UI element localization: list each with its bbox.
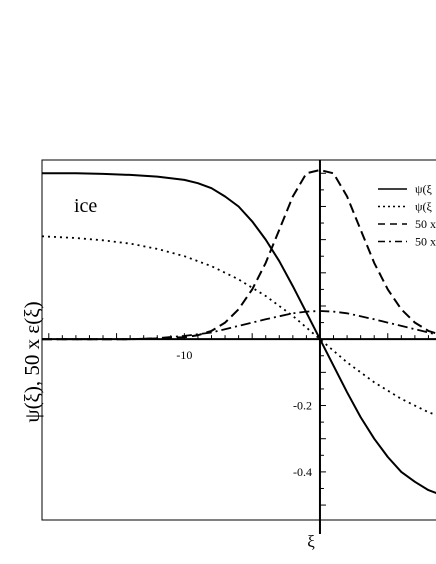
series-line-solid bbox=[42, 172, 436, 494]
legend-label: ψ(ξ bbox=[415, 182, 433, 196]
series-line-dashdot bbox=[42, 310, 436, 341]
legend: ψ(ξ ψ(ξ 50 x 50 x bbox=[378, 182, 436, 249]
x-axis-label: ξ bbox=[307, 532, 315, 551]
series-line-dotted bbox=[41, 235, 436, 416]
legend-label: 50 x bbox=[415, 235, 436, 249]
series-line-dashed bbox=[42, 169, 436, 341]
y-tick-label: -0.4 bbox=[293, 465, 312, 479]
y-axis-label: ψ(ξ), 50 x ε(ξ) bbox=[20, 301, 44, 422]
y-tick-label: -0.2 bbox=[293, 399, 312, 413]
legend-label: ψ(ξ bbox=[415, 200, 433, 214]
annotation-ice: ice bbox=[74, 195, 97, 217]
x-tick-label: -10 bbox=[176, 348, 192, 362]
legend-label: 50 x bbox=[415, 217, 436, 231]
